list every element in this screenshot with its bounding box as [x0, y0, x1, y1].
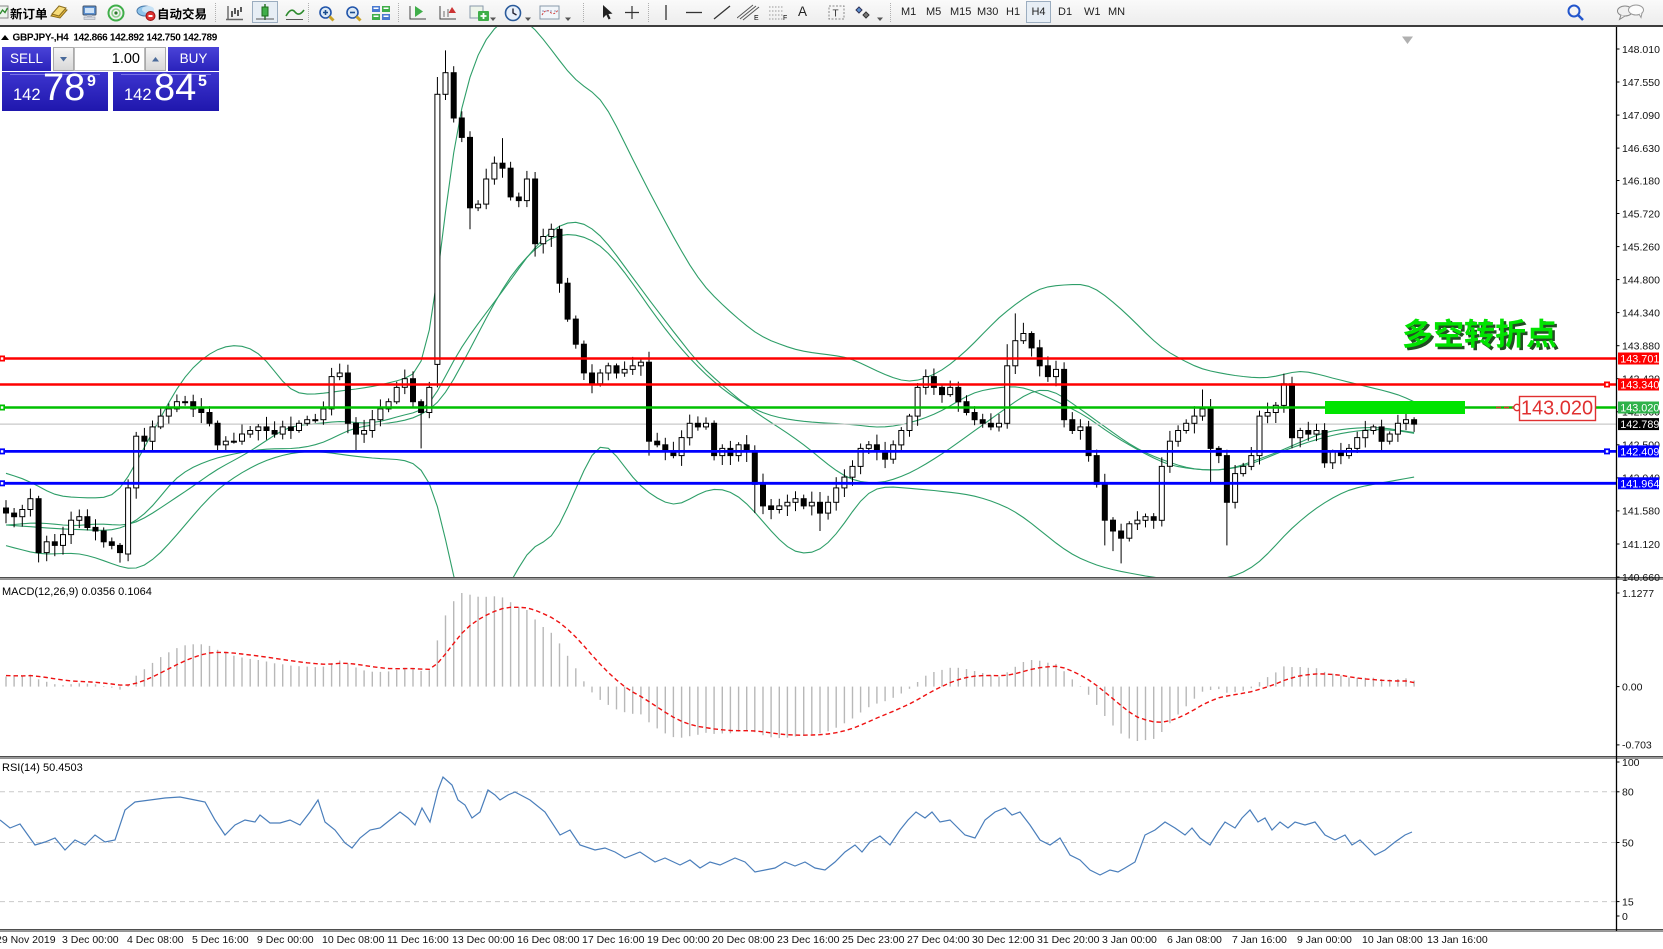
- svg-text:15: 15: [1622, 896, 1634, 908]
- svg-text:11 Dec 16:00: 11 Dec 16:00: [387, 934, 449, 946]
- svg-text:GBPJPY-,H4 142.866 142.892 14: GBPJPY-,H4 142.866 142.892 142.750 142.7…: [13, 33, 218, 44]
- svg-text:1.1277: 1.1277: [1622, 588, 1654, 600]
- svg-text:145.260: 145.260: [1622, 241, 1660, 253]
- svg-text:19 Dec 00:00: 19 Dec 00:00: [647, 934, 710, 946]
- svg-text:146.630: 146.630: [1622, 143, 1660, 155]
- svg-text:10 Jan 08:00: 10 Jan 08:00: [1362, 934, 1423, 946]
- svg-text:143.020: 143.020: [1620, 403, 1659, 415]
- svg-text:E: E: [754, 15, 759, 22]
- svg-text:F: F: [783, 15, 787, 22]
- svg-text:140.660: 140.660: [1622, 572, 1660, 584]
- svg-text:148.010: 148.010: [1622, 44, 1660, 56]
- svg-text:3 Jan 00:00: 3 Jan 00:00: [1102, 934, 1157, 946]
- svg-text:13 Jan 16:00: 13 Jan 16:00: [1427, 934, 1488, 946]
- svg-text:31 Dec 20:00: 31 Dec 20:00: [1037, 934, 1100, 946]
- svg-text:3 Dec 00:00: 3 Dec 00:00: [62, 934, 119, 946]
- svg-text:144.340: 144.340: [1622, 307, 1660, 319]
- svg-text:16 Dec 08:00: 16 Dec 08:00: [517, 934, 580, 946]
- svg-text:142.789: 142.789: [1620, 419, 1659, 431]
- svg-text:9 Dec 00:00: 9 Dec 00:00: [257, 934, 314, 946]
- svg-text:144.800: 144.800: [1622, 274, 1660, 286]
- svg-text:29 Nov 2019: 29 Nov 2019: [0, 934, 56, 946]
- svg-text:147.550: 147.550: [1622, 77, 1660, 89]
- svg-text:25 Dec 23:00: 25 Dec 23:00: [842, 934, 905, 946]
- svg-text:23 Dec 16:00: 23 Dec 16:00: [777, 934, 840, 946]
- svg-text:146.180: 146.180: [1622, 175, 1660, 187]
- svg-text:4 Dec 08:00: 4 Dec 08:00: [127, 934, 184, 946]
- svg-text:7 Jan 16:00: 7 Jan 16:00: [1232, 934, 1287, 946]
- svg-text:10 Dec 08:00: 10 Dec 08:00: [322, 934, 385, 946]
- svg-text:0: 0: [1622, 911, 1628, 923]
- svg-text:141.964: 141.964: [1620, 478, 1659, 490]
- svg-text:13 Dec 00:00: 13 Dec 00:00: [452, 934, 515, 946]
- svg-text:17 Dec 16:00: 17 Dec 16:00: [582, 934, 645, 946]
- svg-text:143.880: 143.880: [1622, 341, 1660, 353]
- svg-text:9 Jan 00:00: 9 Jan 00:00: [1297, 934, 1352, 946]
- svg-text:RSI(14) 50.4503: RSI(14) 50.4503: [2, 762, 83, 774]
- svg-text:MACD(12,26,9) 0.0356 0.1064: MACD(12,26,9) 0.0356 0.1064: [2, 586, 152, 598]
- svg-text:143.340: 143.340: [1620, 380, 1659, 392]
- svg-text:6 Jan 08:00: 6 Jan 08:00: [1167, 934, 1222, 946]
- svg-text:20 Dec 08:00: 20 Dec 08:00: [712, 934, 775, 946]
- svg-text:27 Dec 04:00: 27 Dec 04:00: [907, 934, 970, 946]
- svg-text:T: T: [833, 9, 839, 20]
- svg-text:142.409: 142.409: [1620, 446, 1659, 458]
- svg-text:0.00: 0.00: [1622, 681, 1643, 693]
- svg-text:143.701: 143.701: [1620, 354, 1659, 366]
- svg-text:-0.703: -0.703: [1622, 740, 1652, 752]
- svg-text:147.090: 147.090: [1622, 110, 1660, 122]
- svg-text:30 Dec 12:00: 30 Dec 12:00: [972, 934, 1035, 946]
- svg-text:141.580: 141.580: [1622, 506, 1660, 518]
- svg-text:5 Dec 16:00: 5 Dec 16:00: [192, 934, 249, 946]
- svg-text:143.020: 143.020: [1521, 398, 1593, 420]
- svg-text:50: 50: [1622, 837, 1634, 849]
- svg-text:145.720: 145.720: [1622, 208, 1660, 220]
- svg-text:141.120: 141.120: [1622, 539, 1660, 551]
- svg-text:80: 80: [1622, 787, 1634, 799]
- svg-text:100: 100: [1622, 757, 1640, 769]
